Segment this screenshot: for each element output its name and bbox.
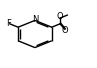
Text: N: N xyxy=(32,15,38,24)
Text: F: F xyxy=(6,19,11,28)
Text: O: O xyxy=(61,26,68,35)
Text: O: O xyxy=(57,12,63,21)
